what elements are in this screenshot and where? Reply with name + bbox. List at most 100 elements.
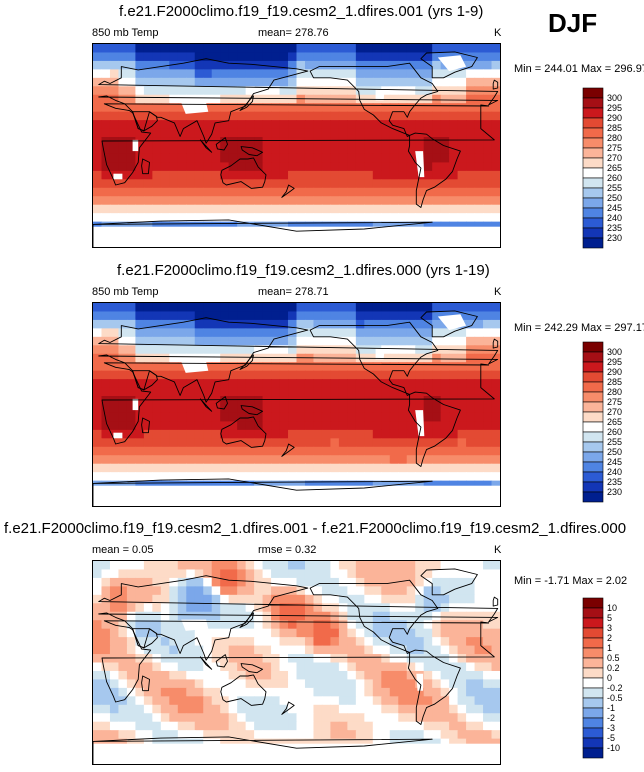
field-cell bbox=[457, 77, 467, 87]
colorbar-swatch bbox=[582, 737, 604, 749]
field-cell bbox=[389, 196, 399, 206]
field-cell bbox=[203, 628, 213, 638]
field-cell bbox=[203, 679, 213, 689]
field-cell bbox=[203, 328, 213, 338]
field-cell bbox=[271, 311, 281, 321]
field-cell bbox=[177, 738, 187, 748]
field-cell bbox=[109, 687, 120, 697]
field-cell bbox=[93, 120, 103, 130]
field-cell bbox=[279, 52, 289, 62]
field-cell bbox=[381, 721, 391, 731]
field-cell bbox=[169, 187, 179, 197]
field-cell bbox=[220, 569, 230, 579]
field-cell bbox=[338, 396, 348, 406]
field-cell bbox=[457, 120, 467, 130]
field-cell bbox=[160, 472, 170, 482]
field-cell bbox=[466, 170, 476, 180]
field-cell bbox=[135, 370, 145, 380]
field-cell bbox=[313, 145, 323, 155]
field-cell bbox=[160, 645, 170, 655]
field-cell bbox=[440, 463, 450, 473]
colorbar-swatch bbox=[582, 747, 604, 759]
field-cell bbox=[321, 472, 332, 482]
field-cell bbox=[254, 696, 264, 706]
field-cell bbox=[423, 221, 433, 231]
field-cell bbox=[118, 594, 128, 604]
field-cell bbox=[109, 204, 120, 214]
field-cell bbox=[321, 303, 332, 313]
field-cell bbox=[381, 52, 391, 62]
field-cell bbox=[228, 463, 238, 473]
field-cell bbox=[389, 128, 399, 138]
field-cell bbox=[423, 328, 433, 338]
field-cell bbox=[406, 586, 416, 596]
field-cell bbox=[237, 429, 247, 439]
field-cell bbox=[118, 645, 128, 655]
field-cell bbox=[101, 396, 111, 406]
field-cell bbox=[126, 662, 136, 672]
field-cell bbox=[491, 111, 500, 121]
field-cell bbox=[364, 44, 374, 54]
masked-region bbox=[437, 314, 467, 331]
field-cell bbox=[186, 328, 196, 338]
field-cell bbox=[381, 311, 391, 321]
field-cell bbox=[474, 44, 484, 54]
field-cell bbox=[364, 396, 374, 406]
field-cell bbox=[169, 137, 179, 147]
field-cell bbox=[93, 370, 103, 380]
field-cell bbox=[355, 319, 365, 329]
field-cell bbox=[194, 654, 204, 664]
field-cell bbox=[398, 162, 408, 172]
field-cell bbox=[109, 213, 120, 223]
field-cell bbox=[304, 196, 315, 206]
field-cell bbox=[237, 438, 247, 448]
field-cell bbox=[330, 162, 340, 172]
field-cell bbox=[415, 561, 425, 571]
field-cell bbox=[483, 311, 493, 321]
field-cell bbox=[101, 69, 111, 79]
field-cell bbox=[169, 362, 179, 372]
field-cell bbox=[152, 438, 162, 448]
field-cell bbox=[364, 86, 374, 96]
field-cell bbox=[160, 463, 170, 473]
field-cell bbox=[474, 137, 484, 147]
field-cell bbox=[288, 128, 298, 138]
field-cell bbox=[254, 396, 264, 406]
field-cell bbox=[474, 187, 484, 197]
field-cell bbox=[372, 577, 382, 587]
field-cell bbox=[220, 353, 230, 363]
field-cell bbox=[304, 44, 315, 54]
field-cell bbox=[279, 654, 289, 664]
field-cell bbox=[406, 396, 416, 406]
colorbar-tick-label: 255 bbox=[607, 183, 622, 193]
field-cell bbox=[483, 94, 493, 104]
colorbar-tick-label: 5 bbox=[607, 613, 612, 623]
field-cell bbox=[296, 311, 306, 321]
field-cell bbox=[228, 561, 238, 571]
colorbar-swatch bbox=[582, 687, 604, 699]
field-cell bbox=[279, 679, 289, 689]
field-cell bbox=[203, 69, 213, 79]
field-cell bbox=[177, 586, 187, 596]
field-cell bbox=[423, 60, 433, 70]
field-cell bbox=[228, 620, 238, 630]
colorbar-swatch bbox=[582, 677, 604, 689]
field-cell bbox=[406, 213, 416, 223]
field-cell bbox=[126, 687, 136, 697]
field-cell bbox=[347, 187, 357, 197]
field-cell bbox=[152, 463, 162, 473]
field-cell bbox=[466, 221, 476, 231]
field-cell bbox=[288, 721, 298, 731]
field-cell bbox=[296, 396, 306, 406]
field-cell bbox=[355, 52, 365, 62]
field-cell bbox=[415, 111, 425, 121]
field-cell bbox=[262, 696, 272, 706]
field-cell bbox=[262, 679, 272, 689]
field-cell bbox=[364, 362, 374, 372]
field-cell bbox=[135, 594, 145, 604]
field-cell bbox=[93, 170, 103, 180]
field-cell bbox=[169, 145, 179, 155]
field-cell bbox=[449, 472, 459, 482]
field-cell bbox=[338, 620, 348, 630]
field-cell bbox=[347, 77, 357, 87]
